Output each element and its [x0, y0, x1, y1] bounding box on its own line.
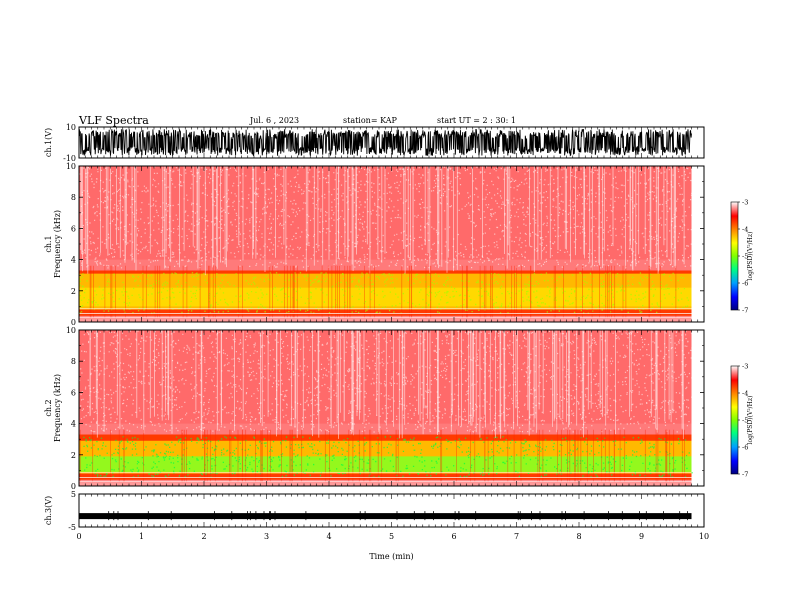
- y-tick-label: 2: [71, 451, 76, 460]
- colorbar-tick-label: -5: [742, 253, 748, 261]
- date-label: Jul. 6 , 2023: [250, 116, 300, 125]
- x-tick-label: 4: [326, 532, 331, 541]
- y-tick-label: 2: [71, 287, 76, 296]
- x-tick-label: 0: [76, 532, 81, 541]
- x-tick-label: 7: [514, 532, 519, 541]
- y-tick-label: 6: [71, 388, 76, 397]
- x-tick-label: 9: [639, 532, 644, 541]
- panel-ylabel-frequency: Frequency (kHz): [53, 210, 62, 278]
- x-tick-label: 10: [699, 532, 709, 541]
- spectrogram-green-speckle: [83, 436, 693, 478]
- panel-ylabel: ch.3(V): [44, 496, 53, 525]
- colorbar-tick-label: -3: [742, 363, 748, 371]
- spectrogram-green-band: [79, 456, 692, 472]
- colorbar: [730, 365, 739, 475]
- colorbar-tick-label: -5: [742, 417, 748, 425]
- ch3-waveform-trace: [79, 513, 692, 520]
- figure-title: VLF Spectra: [79, 114, 149, 127]
- colorbar-tick-label: -4: [742, 390, 748, 398]
- x-tick-label: 2: [201, 532, 206, 541]
- start-time-label: start UT = 2 : 30: 1: [437, 116, 516, 125]
- colorbar-label: log(PSD)(V²/Hz): [747, 396, 754, 445]
- panel-ylabel-channel: ch.1: [44, 235, 53, 252]
- y-tick-label: 0: [71, 482, 76, 491]
- y-tick-label: -10: [63, 154, 76, 163]
- spectrogram-high-band: [79, 330, 692, 424]
- x-tick-label: 8: [576, 532, 581, 541]
- spectrogram-speckle: [79, 166, 693, 269]
- x-axis-label: Time (min): [369, 552, 413, 561]
- x-tick-label: 6: [451, 532, 456, 541]
- colorbar-tick-label: -3: [742, 199, 748, 207]
- y-tick-label: 5: [71, 490, 76, 499]
- spectrogram-streaks: [80, 166, 685, 276]
- y-tick-label: 8: [71, 193, 76, 202]
- panel-ylabel: ch.1(V): [44, 128, 53, 157]
- y-tick-label: 10: [66, 123, 76, 132]
- colorbar-tick-label: -6: [742, 280, 748, 288]
- spectrogram-streaks: [89, 330, 684, 440]
- spectrogram-low-streaks: [89, 265, 677, 322]
- colorbar-tick-label: -7: [742, 307, 748, 315]
- y-tick-label: 4: [71, 420, 76, 429]
- x-tick-label: 5: [389, 532, 394, 541]
- y-tick-label: 4: [71, 256, 76, 265]
- y-tick-label: 6: [71, 224, 76, 233]
- panel-ylabel-frequency: Frequency (kHz): [53, 374, 62, 442]
- panel-ylabel-channel: ch.2: [44, 399, 53, 416]
- y-tick-label: 0: [71, 318, 76, 327]
- colorbar-tick-label: -4: [742, 226, 748, 234]
- colorbar-label: log(PSD)(V²/Hz): [747, 232, 754, 281]
- ch3-waveform-spikes: [108, 511, 688, 521]
- colorbar-tick-label: -7: [742, 471, 748, 479]
- station-label: station= KAP: [343, 116, 397, 125]
- colorbar-tick-label: -6: [742, 444, 748, 452]
- y-tick-label: -5: [68, 523, 76, 532]
- spectrogram-low-streaks: [79, 429, 685, 486]
- y-tick-label: 8: [71, 357, 76, 366]
- y-tick-label: 10: [66, 162, 76, 171]
- ch1-waveform-trace: [78, 128, 692, 157]
- x-tick-label: 1: [139, 532, 144, 541]
- y-tick-label: 10: [66, 326, 76, 335]
- x-tick-label: 3: [264, 532, 269, 541]
- colorbar: [730, 201, 739, 311]
